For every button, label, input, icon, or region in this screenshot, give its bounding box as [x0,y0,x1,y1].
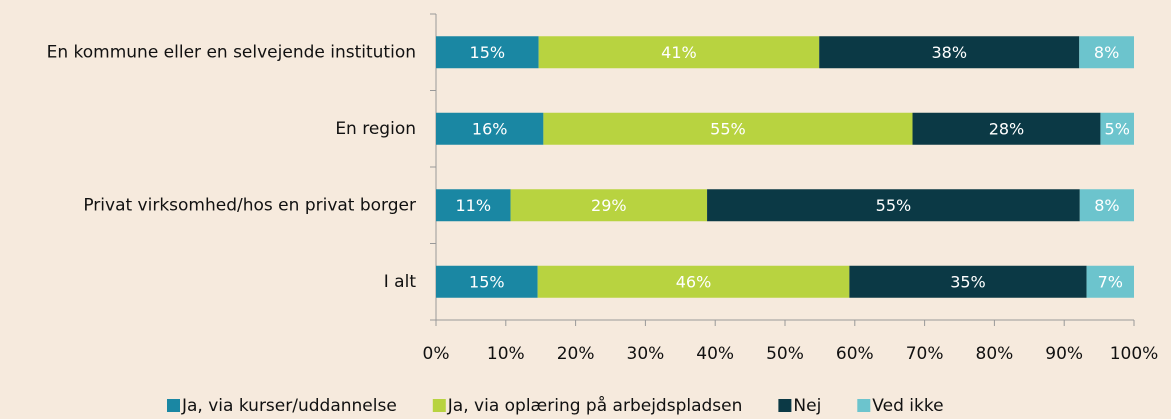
data-label: 5% [1105,119,1130,138]
bar-segment [510,189,708,222]
legend-swatch [857,399,871,412]
bar-segment [707,189,1080,222]
legend-label: Ved ikke [872,396,943,416]
data-label: 29% [591,196,627,215]
x-tick-label: 90% [1045,344,1083,364]
bar-segment [1086,265,1134,298]
legend-swatch [167,399,180,412]
data-label: 8% [1094,43,1119,62]
bar-segment [819,36,1080,69]
data-label: 16% [472,119,508,138]
x-tick-label: 100% [1110,344,1159,364]
data-label: 46% [676,272,712,291]
data-label: 55% [710,119,746,138]
data-label: 15% [469,272,505,291]
x-tick-label: 20% [557,344,595,364]
data-label: 41% [661,43,697,62]
bar-segment [1079,189,1134,222]
bar-segment [849,265,1087,298]
legend-swatch [778,399,792,412]
category-label: Privat virksomhed/hos en privat borger [83,195,416,215]
bar-segment [436,265,538,298]
legend-label: Ja, via kurser/uddannelse [181,396,397,416]
bar-segment [912,112,1101,145]
legend-swatch [432,399,446,412]
bar-segment [543,112,913,145]
x-tick-label: 50% [766,344,804,364]
bar-segment [436,112,544,145]
data-label: 11% [455,196,491,215]
legend-label: Ja, via oplæring på arbejdspladsen [447,395,743,416]
data-label: 15% [470,43,506,62]
data-label: 8% [1094,196,1119,215]
category-label: En region [335,119,416,139]
bar-segment [1100,112,1134,145]
x-tick-label: 80% [976,344,1014,364]
data-label: 38% [931,43,967,62]
category-label: En kommune eller en selvejende instituti… [47,42,416,62]
bar-segment [436,36,539,69]
data-label: 35% [950,272,986,291]
x-tick-label: 10% [487,344,525,364]
legend-label: Nej [793,396,821,416]
x-tick-label: 60% [836,344,874,364]
x-tick-label: 70% [906,344,944,364]
x-tick-label: 0% [423,344,450,364]
bar-segment [436,189,511,222]
category-label: I alt [384,272,417,292]
bar-segment [538,36,820,69]
x-tick-label: 40% [696,344,734,364]
data-label: 28% [989,119,1025,138]
x-tick-label: 30% [627,344,665,364]
bar-segment [1079,36,1134,69]
bar-segment [537,265,850,298]
data-label: 7% [1098,272,1123,291]
data-label: 55% [876,196,912,215]
